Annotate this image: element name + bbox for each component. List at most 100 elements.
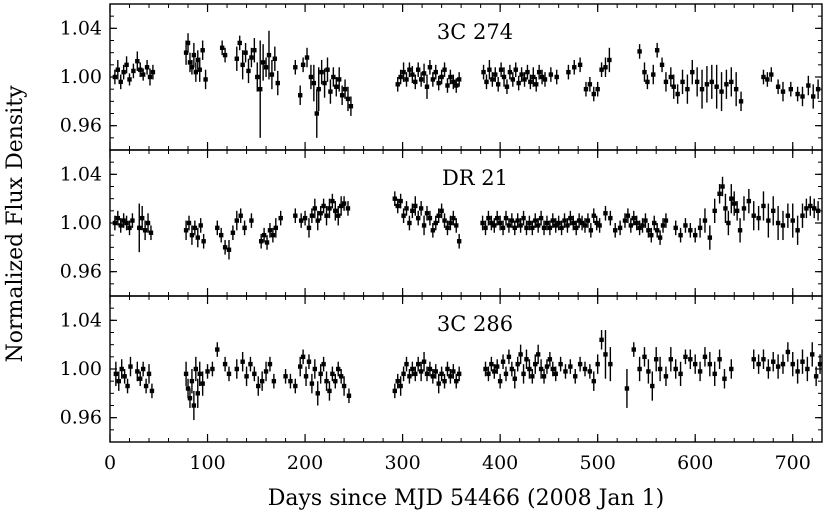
data-point (302, 215, 308, 221)
data-point (724, 82, 729, 87)
data-point (430, 228, 436, 233)
data-point (128, 364, 133, 369)
data-point (628, 223, 634, 228)
data-point (312, 206, 318, 211)
data-point (288, 378, 293, 384)
data-point (704, 82, 710, 87)
data-point (445, 225, 450, 231)
data-point (510, 77, 516, 82)
data-point (304, 55, 310, 60)
data-point (541, 374, 547, 379)
data-point (751, 357, 756, 362)
data-point (544, 364, 550, 369)
data-point (717, 357, 722, 362)
data-point (550, 366, 556, 372)
data-point (407, 220, 412, 226)
data-point (427, 215, 433, 221)
data-point (512, 225, 517, 231)
data-point (272, 56, 278, 61)
data-point (135, 369, 140, 374)
data-point (650, 383, 655, 389)
data-point (608, 361, 613, 367)
data-point (660, 223, 666, 228)
data-point (810, 352, 815, 357)
data-point (131, 68, 136, 74)
data-point (539, 74, 545, 80)
data-point (579, 220, 585, 226)
data-point (657, 235, 663, 240)
data-point (195, 57, 200, 63)
data-point (599, 67, 604, 72)
data-point (577, 361, 583, 367)
data-point (325, 67, 330, 72)
data-point (693, 232, 698, 238)
data-point (550, 218, 556, 223)
data-point (790, 361, 795, 367)
data-point (576, 218, 582, 223)
data-point (536, 69, 542, 75)
data-series (112, 176, 821, 260)
data-point (222, 245, 228, 250)
data-point (218, 232, 224, 238)
data-point (185, 386, 191, 391)
data-point (244, 374, 249, 379)
data-point (334, 84, 339, 89)
data-point (200, 381, 205, 386)
data-point (795, 369, 800, 374)
data-point (512, 376, 517, 381)
data-point (183, 371, 189, 377)
data-point (124, 220, 129, 226)
y-tick-label: 1.04 (60, 17, 102, 39)
data-point (527, 220, 532, 226)
data-point (528, 79, 533, 85)
data-point (568, 215, 573, 221)
data-point (234, 218, 239, 223)
data-point (699, 86, 705, 92)
data-point (430, 374, 436, 379)
data-point (226, 371, 232, 377)
data-point (424, 371, 430, 377)
data-point (800, 213, 805, 218)
y-tick-label: 0.96 (60, 407, 102, 429)
data-point (316, 86, 321, 92)
data-point (495, 82, 501, 87)
data-point (585, 218, 591, 223)
data-point (765, 77, 770, 82)
data-point (407, 67, 412, 72)
data-point (392, 196, 397, 201)
data-point (565, 223, 570, 228)
data-point (603, 211, 608, 216)
data-point (263, 65, 269, 70)
data-point (439, 74, 444, 80)
data-point (538, 215, 544, 221)
data-point (640, 223, 645, 228)
data-point (260, 60, 266, 65)
panel-3: 0.96 1.00 1.04 3C 286 (60, 295, 823, 443)
data-point (255, 74, 260, 80)
data-point (483, 225, 488, 231)
data-point (258, 86, 263, 92)
data-point (553, 223, 558, 228)
data-point (222, 52, 228, 58)
data-point (306, 359, 312, 364)
data-point (195, 235, 200, 240)
data-point (591, 378, 596, 384)
data-point (800, 94, 805, 99)
data-point (503, 215, 509, 221)
data-point (418, 369, 424, 374)
data-point (697, 369, 703, 374)
data-point (720, 184, 725, 189)
data-point (594, 220, 599, 226)
data-point (769, 72, 774, 77)
data-point (527, 366, 532, 372)
data-point (563, 369, 568, 374)
data-point (513, 67, 518, 72)
data-point (421, 359, 427, 364)
data-point (694, 79, 700, 85)
data-point (733, 86, 739, 92)
data-point (339, 93, 345, 98)
data-point (230, 230, 236, 235)
data-point (608, 215, 613, 221)
data-point (215, 347, 220, 352)
data-point (766, 218, 771, 223)
